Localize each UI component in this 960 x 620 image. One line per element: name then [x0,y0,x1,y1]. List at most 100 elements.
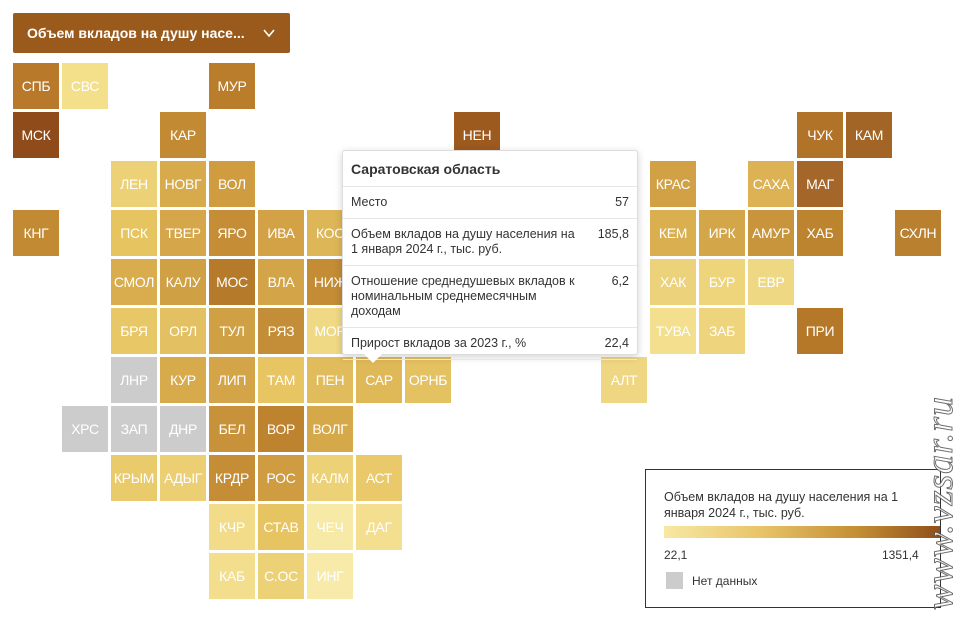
region-tile-лен[interactable]: ЛЕН [111,161,157,207]
region-tile-label: ХАБ [806,225,834,241]
region-tile-кнг[interactable]: КНГ [13,210,59,256]
region-tile-кчр[interactable]: КЧР [209,504,255,550]
region-tile-label: АМУР [751,225,791,241]
region-tile-смол[interactable]: СМОЛ [111,259,157,305]
region-tile-заб[interactable]: ЗАБ [699,308,745,354]
region-tile-чеч[interactable]: ЧЕЧ [307,504,353,550]
region-tile-пск[interactable]: ПСК [111,210,157,256]
tooltip-row-value: 185,8 [597,227,629,241]
region-tile-калм[interactable]: КАЛМ [307,455,353,501]
region-tile-label: БРЯ [120,323,148,339]
region-tile-мос[interactable]: МОС [209,259,255,305]
region-tile-зап[interactable]: ЗАП [111,406,157,452]
tooltip-row-label: Объем вкладов на душу населения на 1 янв… [351,227,575,256]
region-tile-бря[interactable]: БРЯ [111,308,157,354]
region-tile-тува[interactable]: ТУВА [650,308,696,354]
region-tile-label: ХРС [71,421,99,437]
region-tile-label: КАБ [219,568,245,584]
region-tile-свс[interactable]: СВС [62,63,108,109]
legend-max-label: 1351,4 [882,548,919,562]
region-tile-калу[interactable]: КАЛУ [160,259,206,305]
region-tile-label: КРЫМ [113,470,155,486]
region-tile-label: САХА [752,176,790,192]
region-tile-рос[interactable]: РОС [258,455,304,501]
region-tile-мур[interactable]: МУР [209,63,255,109]
region-tile-label: ВЛА [267,274,295,290]
region-tile-label: ПЕН [315,372,345,388]
region-tile-бур[interactable]: БУР [699,259,745,305]
region-tile-твер[interactable]: ТВЕР [160,210,206,256]
region-tile-аст[interactable]: АСТ [356,455,402,501]
region-tile-волг[interactable]: ВОЛГ [307,406,353,452]
watermark: www.vzsar.ru [919,395,960,610]
region-tile-орнб[interactable]: ОРНБ [405,357,451,403]
region-tile-кур[interactable]: КУР [160,357,206,403]
region-tile-каб[interactable]: КАБ [209,553,255,599]
region-tile-label: ЛНР [120,372,148,388]
tooltip-row-label: Прирост вкладов за 2023 г., % [351,336,527,350]
region-tile-лнр[interactable]: ЛНР [111,357,157,403]
region-tile-хак[interactable]: ХАК [650,259,696,305]
region-tile-label: ДНР [168,421,198,437]
region-tile-ива[interactable]: ИВА [258,210,304,256]
region-tile-инг[interactable]: ИНГ [307,553,353,599]
region-tile-там[interactable]: ТАМ [258,357,304,403]
region-tile-label: КРАС [655,176,691,192]
region-tile-label: ЧУК [807,127,833,143]
region-tile-label: ТУВА [655,323,691,339]
region-tile-новг[interactable]: НОВГ [160,161,206,207]
region-tile-label: КАЛУ [165,274,201,290]
region-tile-label: ЗАБ [708,323,736,339]
region-tile-label: СХЛН [899,225,937,241]
region-tile-label: БУР [708,274,736,290]
region-tile-яро[interactable]: ЯРО [209,210,255,256]
region-tile-при[interactable]: ПРИ [797,308,843,354]
region-tile-орл[interactable]: ОРЛ [160,308,206,354]
region-tile-кам[interactable]: КАМ [846,112,892,158]
region-tile-сар[interactable]: САР [356,357,402,403]
region-tile-тул[interactable]: ТУЛ [209,308,255,354]
region-tile-пен[interactable]: ПЕН [307,357,353,403]
region-tile-лип[interactable]: ЛИП [209,357,255,403]
region-tile-вор[interactable]: ВОР [258,406,304,452]
region-tile-label: МОР [314,323,346,339]
tooltip-title: Саратовская область [343,151,637,187]
region-tile-даг[interactable]: ДАГ [356,504,402,550]
region-tile-крым[interactable]: КРЫМ [111,455,157,501]
region-tile-став[interactable]: СТАВ [258,504,304,550]
region-tile-маг[interactable]: МАГ [797,161,843,207]
region-tile-евр[interactable]: ЕВР [748,259,794,305]
legend-min-label: 22,1 [664,548,688,562]
region-tile-ряз[interactable]: РЯЗ [258,308,304,354]
region-tile-крас[interactable]: КРАС [650,161,696,207]
region-tile-label: НОВГ [164,176,202,192]
region-tile-схлн[interactable]: СХЛН [895,210,941,256]
region-tile-label: СМОЛ [113,274,155,290]
tooltip-row-value: 6,2 [611,274,629,288]
region-tile-кем[interactable]: КЕМ [650,210,696,256]
region-tile-спб[interactable]: СПБ [13,63,59,109]
region-tile-хрс[interactable]: ХРС [62,406,108,452]
region-tile-с.ос[interactable]: С.ОС [258,553,304,599]
region-tile-алт[interactable]: АЛТ [601,357,647,403]
region-tile-бел[interactable]: БЕЛ [209,406,255,452]
region-tile-саха[interactable]: САХА [748,161,794,207]
region-tile-label: КАР [170,127,196,143]
indicator-dropdown[interactable]: Объем вкладов на душу насе... [13,13,290,53]
region-tile-label: ТАМ [266,372,296,388]
region-tile-мск[interactable]: МСК [13,112,59,158]
region-tile-label: ЗАП [120,421,148,437]
region-tile-днр[interactable]: ДНР [160,406,206,452]
region-tile-ирк[interactable]: ИРК [699,210,745,256]
region-tile-хаб[interactable]: ХАБ [797,210,843,256]
region-tile-крдр[interactable]: КРДР [209,455,255,501]
region-tile-кар[interactable]: КАР [160,112,206,158]
region-tile-label: МОС [216,274,248,290]
region-tile-амур[interactable]: АМУР [748,210,794,256]
region-tile-адыг[interactable]: АДЫГ [160,455,206,501]
region-tile-чук[interactable]: ЧУК [797,112,843,158]
tooltip-pointer [364,354,382,363]
color-legend: Объем вкладов на душу населения на 1 янв… [645,469,941,608]
region-tile-вла[interactable]: ВЛА [258,259,304,305]
region-tile-вол[interactable]: ВОЛ [209,161,255,207]
